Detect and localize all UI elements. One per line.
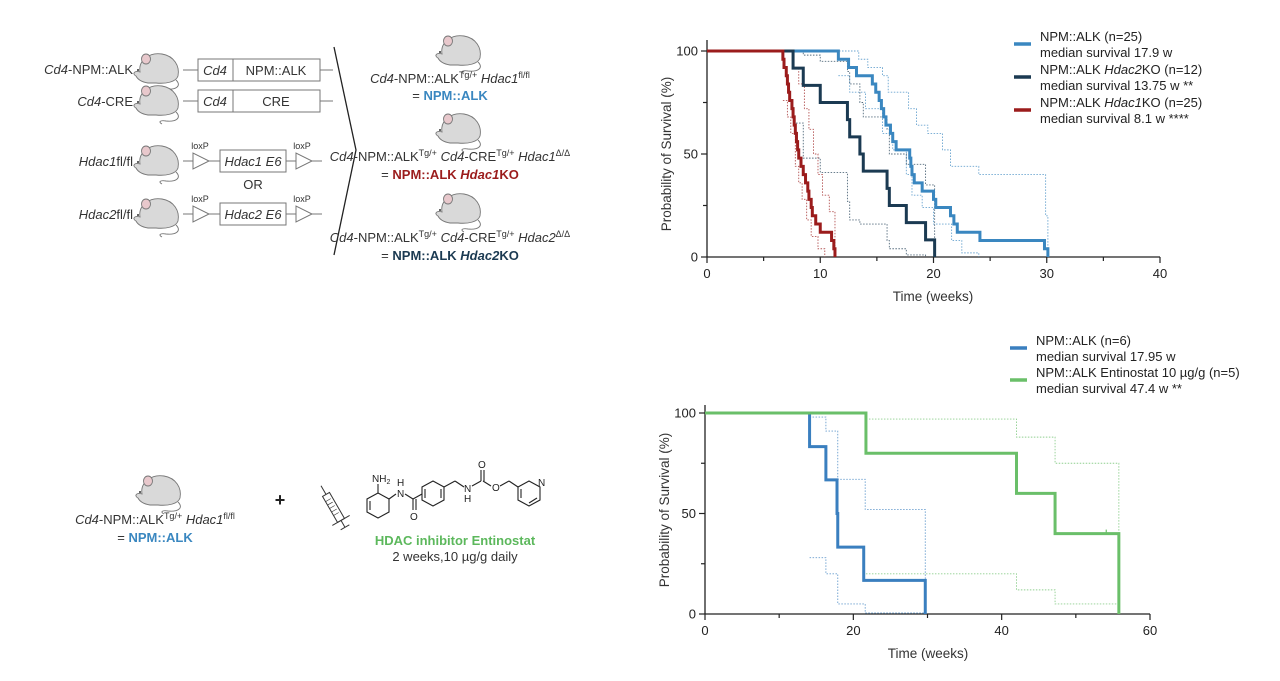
carbamate-o-label: O bbox=[478, 460, 486, 471]
mouse-icon bbox=[133, 85, 179, 125]
confidence-band-lower bbox=[809, 557, 926, 614]
x-tick-label: 0 bbox=[701, 623, 708, 638]
nh2-label: NH2 bbox=[372, 474, 390, 486]
confidence-band-upper bbox=[865, 418, 1120, 614]
confidence-band-lower bbox=[782, 99, 826, 257]
ester-o-label: O bbox=[492, 483, 500, 494]
offspring-genotype-1: Cd4-NPM::ALKTg/+ Hdac1fl/fl bbox=[370, 70, 530, 86]
carbamate-n-label: N bbox=[464, 484, 471, 495]
loxp-triangle bbox=[295, 205, 314, 223]
legend-median-survival: median survival 47.4 w ** bbox=[1036, 381, 1182, 396]
x-tick-label: 40 bbox=[994, 623, 1008, 638]
carbonyl-o-label: O bbox=[410, 512, 418, 523]
legend-label: NPM::ALK Entinostat 10 µg/g (n=5) bbox=[1036, 365, 1240, 380]
loxp-label: loxP bbox=[191, 194, 209, 204]
parent-label-npm-alk: Cd4-NPM::ALK bbox=[44, 62, 133, 77]
parent-label-cd4-cre: Cd4-CRE bbox=[77, 94, 133, 109]
cross-arrow bbox=[333, 46, 357, 256]
survival-chart-entinostat: Time (weeks) Probability of Survival (%)… bbox=[657, 333, 1240, 661]
amide-h-label: H bbox=[397, 478, 404, 489]
loxp-label: loxP bbox=[191, 141, 209, 151]
loxp-triangle bbox=[192, 205, 211, 223]
mouse-icon bbox=[133, 198, 179, 238]
treatment-genotype: Cd4-NPM::ALKTg/+ Hdac1fl/fl bbox=[75, 511, 235, 527]
survival-curve bbox=[705, 411, 927, 614]
treatment-scheme: Cd4-NPM::ALKTg/+ Hdac1fl/fl = NPM::ALK +… bbox=[75, 460, 545, 564]
x-tick-label: 20 bbox=[846, 623, 860, 638]
mouse-icon bbox=[133, 145, 179, 185]
confidence-band-upper bbox=[707, 50, 1049, 257]
mouse-icon bbox=[435, 35, 481, 75]
survival-curve bbox=[707, 49, 937, 257]
treatment-result: = NPM::ALK bbox=[117, 530, 193, 545]
entinostat-structure: NH2 N H O N H O O N bbox=[366, 460, 545, 523]
x-tick-label: 40 bbox=[1153, 266, 1167, 281]
transgene-label: CRE bbox=[262, 94, 290, 109]
x-axis-title: Time (weeks) bbox=[888, 646, 969, 661]
mouse-icon bbox=[435, 193, 481, 233]
confidence-band-upper bbox=[782, 50, 836, 257]
x-tick-label: 10 bbox=[813, 266, 827, 281]
y-tick-label: 50 bbox=[682, 506, 696, 521]
survival-curve bbox=[707, 49, 1050, 257]
syringe-icon bbox=[320, 485, 350, 531]
loxp-label: loxP bbox=[293, 141, 311, 151]
loxp-label: loxP bbox=[293, 194, 311, 204]
drug-name: HDAC inhibitor Entinostat bbox=[375, 533, 536, 548]
offspring-genotype-3: Cd4-NPM::ALKTg/+ Cd4-CRETg/+ Hdac2Δ/Δ bbox=[330, 229, 570, 245]
y-axis-title: Probability of Survival (%) bbox=[657, 433, 672, 588]
x-tick-label: 30 bbox=[1040, 266, 1054, 281]
loxp-triangle bbox=[295, 152, 314, 170]
legend-median-survival: median survival 13.75 w ** bbox=[1040, 78, 1193, 93]
y-tick-label: 0 bbox=[689, 607, 696, 622]
exon-label: Hdac1 E6 bbox=[224, 154, 282, 169]
plus-sign: + bbox=[275, 490, 286, 510]
dosing-regimen: 2 weeks,10 µg/g daily bbox=[392, 549, 518, 564]
offspring-genotype-2: Cd4-NPM::ALKTg/+ Cd4-CRETg/+ Hdac1Δ/Δ bbox=[330, 148, 570, 164]
legend-label: NPM::ALK Hdac2KO (n=12) bbox=[1040, 62, 1202, 77]
mouse-icon bbox=[135, 475, 181, 515]
mouse-icon bbox=[435, 113, 481, 153]
y-tick-label: 100 bbox=[676, 44, 698, 59]
survival-curve bbox=[707, 49, 837, 257]
offspring-result-3: = NPM::ALK Hdac2KO bbox=[381, 248, 519, 263]
parent-label-hdac2-flox: Hdac2fl/fl bbox=[79, 207, 133, 222]
carbamate-h-label: H bbox=[464, 494, 471, 505]
x-tick-label: 60 bbox=[1143, 623, 1157, 638]
legend-median-survival: median survival 17.9 w bbox=[1040, 45, 1173, 60]
promoter-label: Cd4 bbox=[203, 94, 227, 109]
transgene-label: NPM::ALK bbox=[246, 63, 307, 78]
exon-box bbox=[219, 149, 287, 173]
legend-label: NPM::ALK (n=25) bbox=[1040, 29, 1142, 44]
x-axis-title: Time (weeks) bbox=[893, 289, 974, 304]
parent-label-hdac1-flox: Hdac1fl/fl bbox=[79, 154, 133, 169]
survival-curve bbox=[705, 411, 1121, 614]
pyridine-n-label: N bbox=[538, 478, 545, 489]
legend-median-survival: median survival 8.1 w **** bbox=[1040, 111, 1189, 126]
x-tick-label: 20 bbox=[926, 266, 940, 281]
y-tick-label: 50 bbox=[684, 147, 698, 162]
offspring-result-2: = NPM::ALK Hdac1KO bbox=[381, 167, 519, 182]
legend-label: NPM::ALK Hdac1KO (n=25) bbox=[1040, 95, 1202, 110]
or-label: OR bbox=[243, 177, 263, 192]
y-tick-label: 0 bbox=[691, 250, 698, 265]
offspring-result-1: = NPM::ALK bbox=[412, 88, 488, 103]
amide-n-label: N bbox=[397, 489, 404, 500]
promoter-label: Cd4 bbox=[203, 63, 227, 78]
y-tick-label: 100 bbox=[674, 406, 696, 421]
legend-median-survival: median survival 17.95 w bbox=[1036, 349, 1176, 364]
loxp-triangle bbox=[192, 152, 211, 170]
y-axis-title: Probability of Survival (%) bbox=[659, 77, 674, 232]
exon-label: Hdac2 E6 bbox=[224, 207, 282, 222]
legend-label: NPM::ALK (n=6) bbox=[1036, 333, 1131, 348]
survival-chart-hdac-knockout: Time (weeks) Probability of Survival (%)… bbox=[659, 29, 1202, 304]
x-tick-label: 0 bbox=[703, 266, 710, 281]
exon-box bbox=[219, 202, 287, 226]
breeding-scheme: Cd4-NPM::ALK Cd4 NPM::ALK Cd4-CRE Cd4 CR… bbox=[44, 35, 570, 263]
